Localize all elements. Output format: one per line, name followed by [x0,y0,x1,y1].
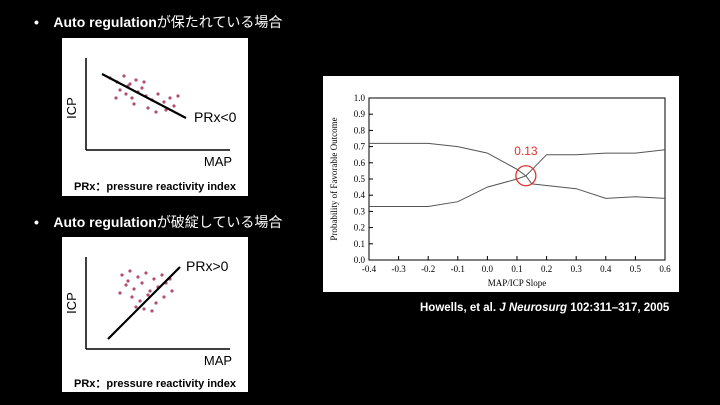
bullet-jp: が破綻している場合 [156,214,283,230]
x-tick-label: 0.2 [541,264,552,274]
y-tick-label: 0.9 [354,109,366,119]
y-tick-label: 0.0 [354,255,366,265]
scatter-dots [118,269,174,313]
bullet-impaired: • Auto regulationが破綻している場合 [34,212,282,232]
bullet-latin: Auto regulation [53,14,157,30]
y-tick-label: 0.7 [354,142,366,152]
outcome-chart: 0.0 0.1 0.2 0.3 0.4 0.5 0.6 0.7 0.8 0.9 1.0 -0.4 -0.… [323,76,679,292]
x-tick-label: -0.3 [391,264,406,274]
regression-line [101,73,187,119]
y-axis-label: ICP [64,97,79,119]
diagram-prx-positive-graphic: ICP MAP PRx>0 [64,257,232,368]
y-axis-label: ICP [64,292,79,314]
y-tick-label: 0.5 [354,174,366,184]
bullet-dot: • [34,14,39,30]
scatter-dots [108,74,180,114]
x-axis-title: MAP/ICP Slope [488,278,546,288]
x-tick-label: 0.5 [630,264,642,274]
bullet-jp: が保たれている場合 [156,14,283,30]
x-tick-label: 0.0 [482,264,494,274]
diagram-prx-negative-graphic: ICP MAP PRx<0 [64,58,237,169]
x-axis-label: MAP [204,353,232,368]
x-axis-label: MAP [204,154,232,169]
y-tick-label: 0.1 [354,239,365,249]
x-tick-label: -0.1 [451,264,465,274]
crossing-highlight-circle [515,165,537,187]
y-tick-label: 0.8 [354,125,366,135]
y-tick-label: 0.4 [354,190,366,200]
bullet-latin: Auto regulation [53,214,157,230]
x-tick-label: -0.4 [362,264,377,274]
x-tick-label: 0.1 [511,264,522,274]
outcome-chart-svg: 0.0 0.1 0.2 0.3 0.4 0.5 0.6 0.7 0.8 0.9 1.0 -0.4 -0.… [329,93,671,288]
bullet-preserved: • Auto regulationが保たれている場合 [34,12,282,32]
prx-label: PRx<0 [194,109,237,125]
regression-line [107,266,181,340]
prx-label: PRx>0 [186,258,229,274]
citation-ref: 102:311–317, 2005 [567,302,670,314]
citation: Howells, et al. J Neurosurg 102:311–317,… [420,302,669,314]
crossing-value-label: 0.13 [514,144,538,158]
x-tick-label: 0.3 [571,264,583,274]
y-tick-label: 0.2 [354,223,365,233]
diagram-prx-positive: ICP MAP PRx>0 PRx：pressure reactivity in… [62,237,248,392]
x-tick-label: 0.4 [600,264,612,274]
caption: PRx：pressure reactivity index [73,181,237,193]
citation-journal: J Neurosurg [499,302,567,314]
y-tick-label: 0.6 [354,158,366,168]
bullet-dot: • [34,214,39,230]
diagram-prx-negative: ICP MAP PRx<0 PRx：pressure reactivity in… [62,38,248,196]
y-tick-label: 0.3 [354,206,366,216]
citation-authors: Howells, et al. [420,302,500,314]
y-tick-label: 1.0 [354,93,366,103]
caption: PRx：pressure reactivity index [73,378,237,390]
series-line-2 [369,149,666,207]
x-tick-label: 0.6 [659,264,671,274]
x-tick-label: -0.2 [421,264,435,274]
y-axis-title: Probability of Favorable Outcome [329,117,339,240]
